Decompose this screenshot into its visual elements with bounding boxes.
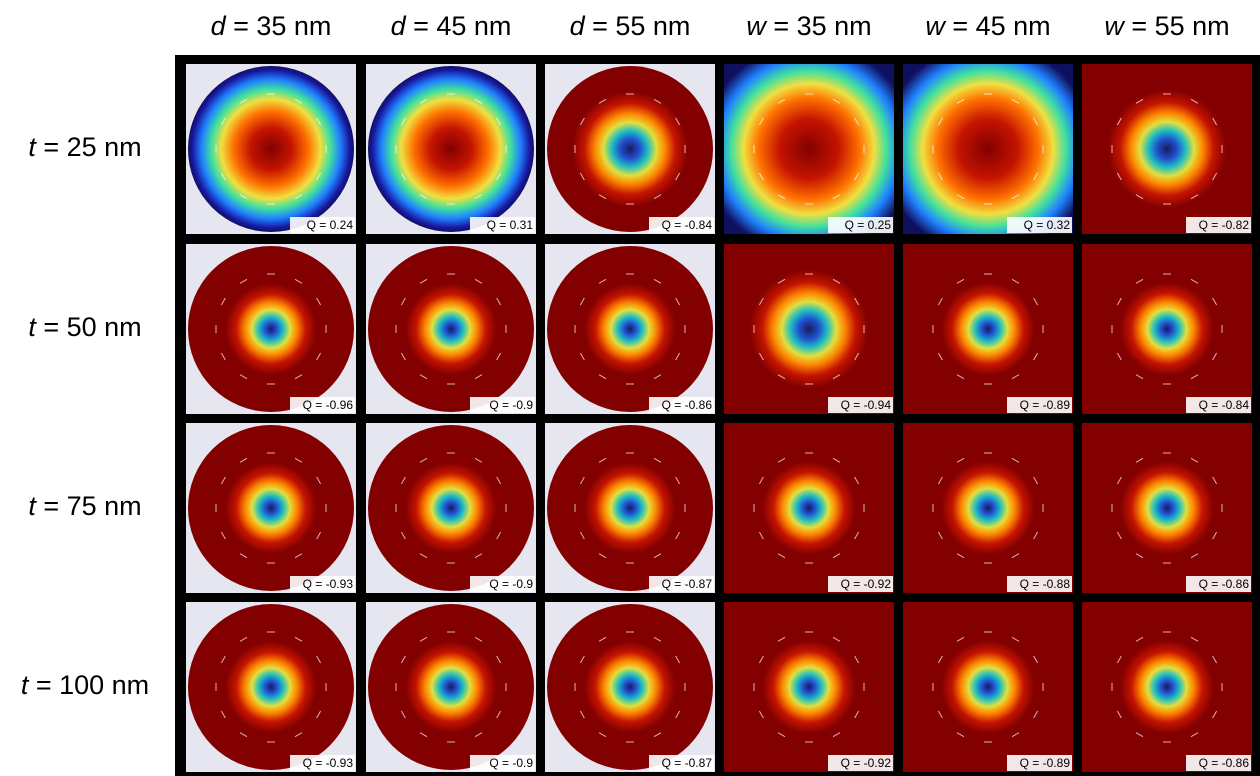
column-header: w = 45 nm (925, 11, 1050, 41)
magnetization-map (903, 602, 1073, 772)
q-label: Q = -0.93 (303, 577, 354, 591)
q-label: Q = -0.86 (1199, 756, 1250, 770)
magnetization-map (188, 66, 354, 232)
q-label: Q = -0.9 (489, 577, 533, 591)
column-header: w = 55 nm (1104, 11, 1229, 41)
map-cell: Q = -0.92 (724, 602, 894, 772)
map-cell: Q = -0.9 (366, 423, 536, 593)
magnetization-map (368, 246, 534, 412)
map-cell: Q = -0.93 (186, 602, 356, 772)
q-label: Q = -0.9 (489, 756, 533, 770)
header-value: = 100 nm (28, 670, 149, 700)
magnetization-map (724, 423, 894, 593)
q-label: Q = -0.87 (662, 756, 713, 770)
map-cell: Q = -0.9 (366, 602, 536, 772)
header-variable: d (391, 11, 407, 41)
map-cell: Q = -0.89 (903, 244, 1073, 414)
map-cell: Q = -0.93 (186, 423, 356, 593)
magnetization-map (1082, 244, 1252, 414)
header-value: = 45 nm (945, 11, 1051, 41)
magnetization-map (724, 64, 894, 234)
map-cell: Q = -0.86 (1082, 423, 1252, 593)
map-cell: Q = 0.31 (366, 64, 536, 234)
header-value: = 45 nm (406, 11, 512, 41)
q-label: Q = -0.94 (841, 398, 892, 412)
magnetization-map (547, 604, 713, 770)
header-value: = 75 nm (36, 491, 142, 521)
magnetization-map (1082, 64, 1252, 234)
q-label: Q = 0.31 (487, 218, 534, 232)
map-cell: Q = 0.24 (186, 64, 356, 234)
magnetization-map (188, 604, 354, 770)
map-cell: Q = 0.25 (724, 64, 894, 234)
map-cell: Q = -0.87 (545, 602, 715, 772)
q-label: Q = -0.96 (303, 398, 354, 412)
map-cell: Q = -0.92 (724, 423, 894, 593)
map-cell: Q = -0.87 (545, 423, 715, 593)
magnetization-map (903, 64, 1073, 234)
magnetization-map (188, 246, 354, 412)
magnetization-map (547, 246, 713, 412)
magnetization-map (903, 423, 1073, 593)
header-variable: w (1104, 11, 1125, 41)
header-value: = 55 nm (585, 11, 691, 41)
magnetization-map (724, 602, 894, 772)
magnetization-map (368, 604, 534, 770)
magnetization-map (547, 425, 713, 591)
q-label: Q = -0.87 (662, 577, 713, 591)
magnetization-map (903, 244, 1073, 414)
figure: d = 35 nmd = 45 nmd = 55 nmw = 35 nmw = … (0, 0, 1260, 776)
map-cell: Q = -0.86 (545, 244, 715, 414)
q-label: Q = 0.24 (307, 218, 354, 232)
column-header: d = 45 nm (391, 11, 512, 41)
map-cell: Q = -0.84 (1082, 244, 1252, 414)
q-label: Q = -0.92 (841, 577, 892, 591)
map-cell: Q = -0.9 (366, 244, 536, 414)
q-label: Q = -0.86 (662, 398, 713, 412)
map-cell: Q = -0.88 (903, 423, 1073, 593)
magnetization-map (1082, 423, 1252, 593)
magnetization-map (547, 66, 713, 232)
row-header: t = 100 nm (21, 670, 149, 700)
map-cell: Q = -0.84 (545, 64, 715, 234)
row-header: t = 50 nm (28, 312, 141, 342)
header-variable: d (211, 11, 227, 41)
q-label: Q = -0.86 (1199, 577, 1250, 591)
magnetization-map (188, 425, 354, 591)
map-cell: Q = -0.94 (724, 244, 894, 414)
map-cell: Q = 0.32 (903, 64, 1073, 234)
q-label: Q = -0.9 (489, 398, 533, 412)
column-header: d = 55 nm (570, 11, 691, 41)
q-label: Q = -0.89 (1020, 756, 1071, 770)
map-cell: Q = -0.82 (1082, 64, 1252, 234)
q-label: Q = -0.88 (1020, 577, 1071, 591)
header-variable: d (570, 11, 586, 41)
map-cell: Q = -0.86 (1082, 602, 1252, 772)
header-value: = 35 nm (226, 11, 332, 41)
map-cell: Q = -0.89 (903, 602, 1073, 772)
column-header: d = 35 nm (211, 11, 332, 41)
q-label: Q = 0.25 (845, 218, 892, 232)
q-label: Q = -0.93 (303, 756, 354, 770)
header-value: = 50 nm (36, 312, 142, 342)
column-header: w = 35 nm (746, 11, 871, 41)
header-value: = 25 nm (36, 132, 142, 162)
q-label: Q = 0.32 (1024, 218, 1071, 232)
magnetization-map (368, 66, 534, 232)
header-variable: w (925, 11, 946, 41)
q-label: Q = -0.89 (1020, 398, 1071, 412)
q-label: Q = -0.84 (662, 218, 713, 232)
header-value: = 55 nm (1124, 11, 1230, 41)
row-header: t = 75 nm (28, 491, 141, 521)
row-header: t = 25 nm (28, 132, 141, 162)
magnetization-map (724, 244, 894, 414)
q-label: Q = -0.82 (1199, 218, 1250, 232)
q-label: Q = -0.84 (1199, 398, 1250, 412)
header-value: = 35 nm (766, 11, 872, 41)
magnetization-map (1082, 602, 1252, 772)
map-cell: Q = -0.96 (186, 244, 356, 414)
q-label: Q = -0.92 (841, 756, 892, 770)
magnetization-map (368, 425, 534, 591)
header-variable: w (746, 11, 767, 41)
